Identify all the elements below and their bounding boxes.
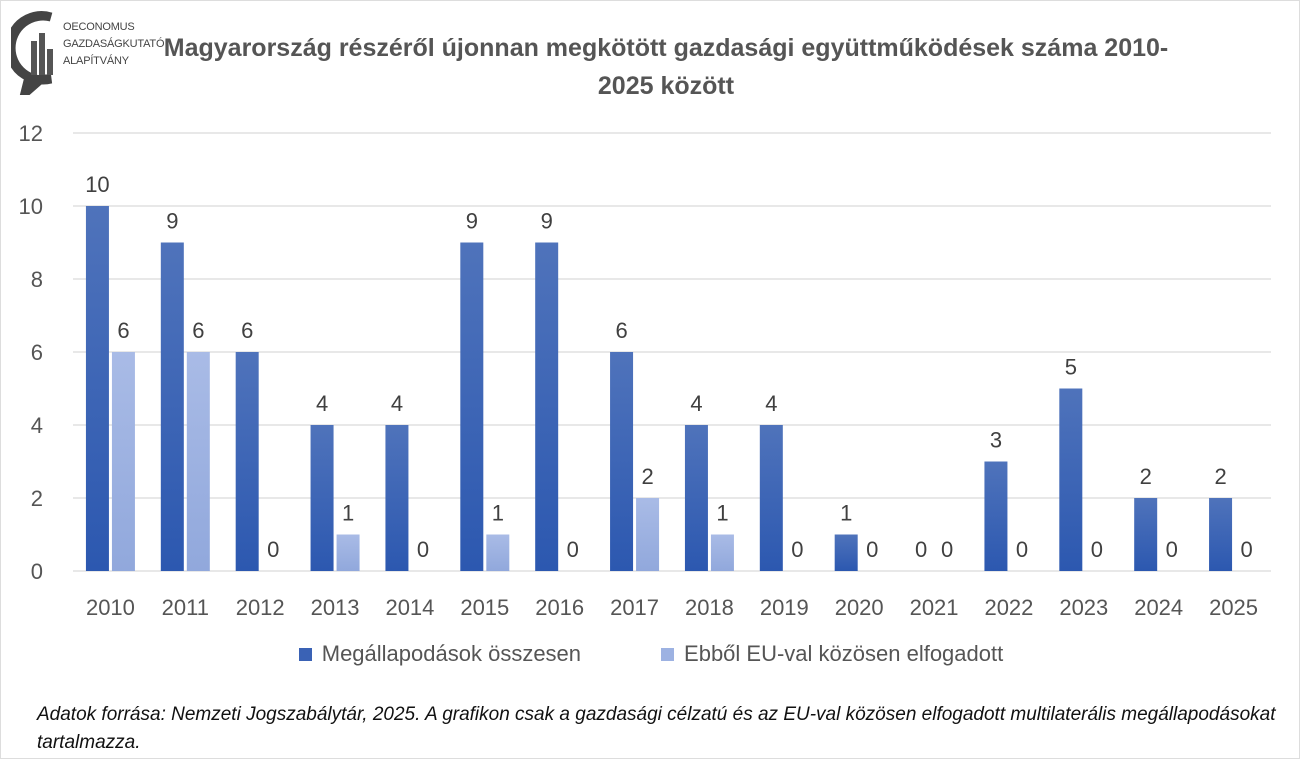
data-label: 6 — [117, 318, 129, 343]
data-label: 9 — [466, 209, 478, 234]
bar — [636, 498, 660, 571]
data-label: 5 — [1065, 355, 1077, 380]
bar — [160, 242, 184, 571]
data-label: 9 — [166, 209, 178, 234]
bar — [1059, 388, 1083, 571]
x-tick-label: 2010 — [86, 595, 135, 620]
data-label: 0 — [1091, 537, 1103, 562]
legend-item: Ebből EU-val közösen elfogadott — [661, 641, 1003, 667]
x-tick-label: 2013 — [311, 595, 360, 620]
logo-mark-icon — [5, 11, 53, 106]
x-tick-label: 2025 — [1209, 595, 1258, 620]
bar — [684, 425, 708, 571]
data-label: 6 — [615, 318, 627, 343]
legend-label: Megállapodások összesen — [321, 641, 582, 666]
x-tick-label: 2022 — [984, 595, 1033, 620]
y-tick-label: 8 — [31, 267, 43, 292]
data-label: 1 — [716, 501, 728, 526]
data-label: 6 — [241, 318, 253, 343]
data-label: 0 — [567, 537, 579, 562]
logo-line: GAZDASÁGKUTATÓ — [63, 38, 165, 50]
x-tick-label: 2018 — [685, 595, 734, 620]
data-label: 4 — [690, 391, 702, 416]
logo: OECONOMUS GAZDASÁGKUTATÓ ALAPÍTVÁNY — [5, 9, 201, 106]
legend-swatch — [298, 647, 312, 661]
x-tick-label: 2014 — [385, 595, 434, 620]
y-tick-label: 0 — [31, 559, 43, 584]
logo-line: ALAPÍTVÁNY — [63, 55, 129, 67]
bar — [1134, 498, 1158, 571]
legend-label: Ebből EU-val közösen elfogadott — [684, 641, 1004, 666]
bar — [235, 352, 259, 571]
data-label: 4 — [391, 391, 403, 416]
x-tick-label: 2021 — [910, 595, 959, 620]
bar — [610, 352, 634, 571]
data-label: 9 — [541, 209, 553, 234]
chart-title: Magyarország részéről újonnan megkötött … — [163, 34, 1169, 100]
data-label: 1 — [342, 501, 354, 526]
data-label: 0 — [866, 537, 878, 562]
y-tick-label: 6 — [31, 340, 43, 365]
bar — [535, 242, 559, 571]
legend-swatch — [661, 647, 675, 661]
x-tick-label: 2011 — [162, 595, 209, 620]
bar — [85, 206, 109, 571]
x-tick-label: 2016 — [535, 595, 584, 620]
plot-area: 0246810122010106201196201260201341201440… — [19, 121, 1271, 620]
data-label: 0 — [1240, 537, 1252, 562]
data-label: 0 — [267, 537, 279, 562]
bar — [834, 534, 858, 571]
data-label: 1 — [492, 501, 504, 526]
bar — [186, 352, 210, 571]
x-tick-label: 2017 — [610, 595, 659, 620]
data-label: 4 — [765, 391, 777, 416]
bar — [385, 425, 409, 571]
x-tick-label: 2020 — [835, 595, 884, 620]
x-tick-label: 2019 — [760, 595, 809, 620]
bar — [111, 352, 135, 571]
logo-line: OECONOMUS — [63, 21, 135, 33]
bar — [1209, 498, 1233, 571]
bar — [486, 534, 510, 571]
data-label: 3 — [990, 428, 1002, 453]
data-label: 0 — [1016, 537, 1028, 562]
data-label: 2 — [1140, 464, 1152, 489]
y-tick-label: 10 — [19, 194, 43, 219]
y-tick-label: 2 — [31, 486, 43, 511]
x-tick-label: 2012 — [236, 595, 285, 620]
data-label: 0 — [417, 537, 429, 562]
data-label: 10 — [85, 172, 109, 197]
bar — [336, 534, 360, 571]
legend-item: Megállapodások összesen — [298, 641, 582, 667]
x-tick-label: 2015 — [460, 595, 509, 620]
bar — [710, 534, 734, 571]
data-label: 0 — [915, 537, 927, 562]
data-label: 2 — [1214, 464, 1226, 489]
x-tick-label: 2023 — [1059, 595, 1108, 620]
bar — [759, 425, 783, 571]
y-tick-label: 4 — [31, 413, 43, 438]
bar — [310, 425, 334, 571]
data-label: 0 — [941, 537, 953, 562]
data-label: 0 — [1166, 537, 1178, 562]
data-label: 6 — [192, 318, 204, 343]
data-label: 0 — [791, 537, 803, 562]
source-note: Adatok forrása: Nemzeti Jogszabálytár, 2… — [37, 704, 1276, 753]
bar — [460, 242, 484, 571]
bar — [984, 461, 1008, 571]
data-label: 4 — [316, 391, 328, 416]
data-label: 1 — [840, 501, 852, 526]
y-tick-label: 12 — [19, 121, 43, 146]
legend: Megállapodások összesen Ebből EU-val köz… — [1, 641, 1299, 667]
data-label: 2 — [641, 464, 653, 489]
x-tick-label: 2024 — [1134, 595, 1183, 620]
